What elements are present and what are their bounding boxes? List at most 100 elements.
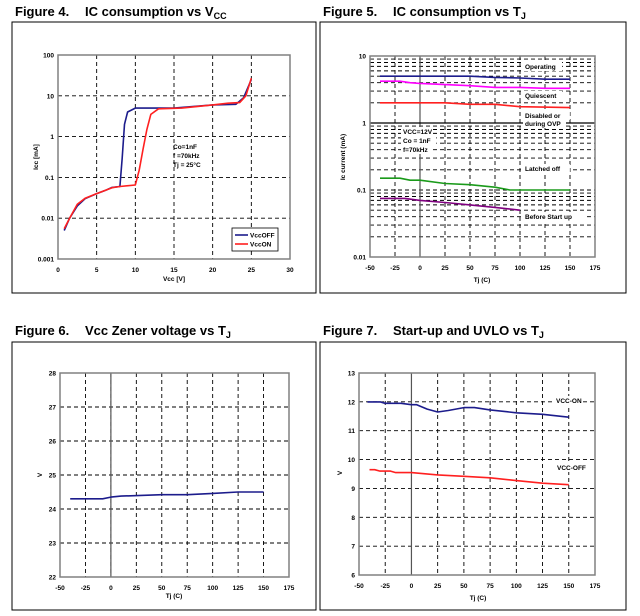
x-tick-label: 50 [466, 265, 474, 272]
series-line-disabled-or-during-ovp [380, 102, 571, 109]
series-label: Quiescent [525, 93, 557, 100]
x-tick-label: 10 [132, 267, 140, 274]
y-tick-label: 23 [49, 541, 57, 548]
x-tick-label: 75 [184, 585, 192, 592]
x-tick-label: 175 [590, 265, 601, 272]
label-background [555, 463, 587, 472]
x-tick-label: 175 [284, 585, 295, 592]
label-background [401, 127, 433, 136]
y-axis-label: Icc [mA] [33, 144, 40, 170]
label-background [523, 164, 570, 173]
y-tick-label: 27 [49, 405, 57, 412]
x-axis-label: Vcc [V] [163, 276, 185, 283]
y-tick-label: 0.01 [353, 255, 366, 262]
x-tick-label: 25 [133, 585, 141, 592]
fig5-chart: -50 -25 0 25 50 75 100 125 150 175 0.01 0.1 1 10 Tj (C… [319, 21, 627, 294]
x-tick-label: 50 [460, 583, 468, 590]
condition-annotation: f=70kHz [403, 147, 428, 154]
condition-annotation: Co=1nF [173, 144, 197, 151]
figure-label: Figure 5. [323, 4, 378, 19]
label-background [401, 136, 437, 145]
y-tick-label: 8 [351, 515, 355, 522]
x-tick-label: 5 [95, 267, 99, 274]
figure-title-subscript: J [520, 11, 526, 21]
label-background [523, 91, 563, 100]
series-label: Disabled or [525, 113, 561, 120]
x-tick-label: -50 [55, 585, 65, 592]
x-tick-label: 50 [158, 585, 166, 592]
figure-6-title: Figure 6. Vcc Zener voltage vs TJ [15, 323, 231, 340]
y-tick-label: 13 [348, 371, 356, 378]
x-tick-label: 0 [56, 267, 60, 274]
x-tick-label: 150 [563, 583, 574, 590]
plot-area [369, 55, 596, 258]
label-background [554, 396, 582, 405]
x-tick-label: 0 [418, 265, 422, 272]
y-tick-label: 26 [49, 439, 57, 446]
series-line-vcc-on [367, 401, 569, 418]
figure-4-title: Figure 4. IC consumption vs VCC [15, 4, 227, 21]
x-tick-label: 20 [209, 267, 217, 274]
y-tick-label: 22 [49, 575, 57, 582]
y-tick-label: 11 [348, 428, 355, 435]
x-axis-label: Tj (C) [474, 277, 491, 284]
figure-frame [319, 341, 627, 611]
y-tick-label: 0.1 [45, 175, 54, 182]
series-line-quiescent [380, 80, 570, 90]
figure-7-title: Figure 7. Start-up and UVLO vs TJ [323, 323, 544, 340]
x-tick-label: 25 [441, 265, 449, 272]
label-background [523, 62, 563, 71]
x-axis-label: Tj (C) [470, 595, 487, 602]
y-tick-label: 28 [49, 371, 57, 378]
label-background [523, 111, 570, 120]
y-tick-label: 12 [348, 399, 356, 406]
x-axis-label: Tj (C) [166, 593, 183, 600]
condition-annotation: VCC=12V [403, 129, 433, 136]
figure-title: IC consumption vs V [85, 4, 214, 19]
x-tick-label: 15 [170, 267, 178, 274]
figure-frame [11, 21, 317, 294]
figure-5-title: Figure 5. IC consumption vs TJ [323, 4, 526, 21]
x-tick-label: 175 [590, 583, 601, 590]
legend-label: VccON [250, 242, 272, 249]
y-axis-label: Ic current (mA) [340, 134, 347, 180]
series-line-latched-off [380, 177, 570, 191]
figure-title-subscript: CC [213, 11, 227, 21]
x-tick-label: 100 [515, 265, 526, 272]
y-tick-label: 100 [43, 53, 54, 60]
x-tick-label: 150 [258, 585, 269, 592]
label-background [523, 119, 566, 128]
fig6-chart: -50 -25 0 25 50 75 100 125 150 175 22 23 24 25 26 27 28 T… [11, 341, 317, 611]
figure-label: Figure 7. [323, 323, 378, 338]
series-line-before-start-up [380, 197, 521, 211]
x-tick-label: 25 [434, 583, 442, 590]
legend [231, 227, 279, 252]
y-tick-label: 1 [362, 121, 366, 128]
label-background [523, 212, 586, 221]
condition-annotation: Co = 1nF [403, 138, 431, 145]
legend-label: VccOFF [250, 233, 275, 240]
figure-label: Figure 6. [15, 323, 70, 338]
plot-area [57, 54, 291, 260]
figure-title-subscript: J [225, 330, 231, 340]
y-tick-label: 25 [49, 473, 57, 480]
x-tick-label: 75 [491, 265, 499, 272]
x-tick-label: 0 [410, 583, 414, 590]
y-tick-label: 1 [50, 134, 54, 141]
figure-frame [319, 21, 627, 294]
x-tick-label: 150 [565, 265, 576, 272]
y-tick-label: 10 [359, 54, 367, 61]
x-tick-label: 25 [248, 267, 256, 274]
x-tick-label: 0 [109, 585, 113, 592]
fig4-chart: 0 5 10 15 20 25 30 0.001 0.01 0.1 1 10 100 Vcc [V] Icc… [11, 21, 317, 294]
x-tick-label: 125 [537, 583, 548, 590]
series-label: during OVP [525, 121, 561, 128]
series-label: Before Start up [525, 214, 572, 221]
figure-title: IC consumption vs T [393, 4, 521, 19]
condition-annotation: f =70kHz [173, 153, 200, 160]
x-tick-label: 75 [486, 583, 494, 590]
series-line-vccoff [63, 79, 253, 231]
series-line-operating [380, 75, 570, 80]
series-line-vcc-off [369, 468, 569, 486]
